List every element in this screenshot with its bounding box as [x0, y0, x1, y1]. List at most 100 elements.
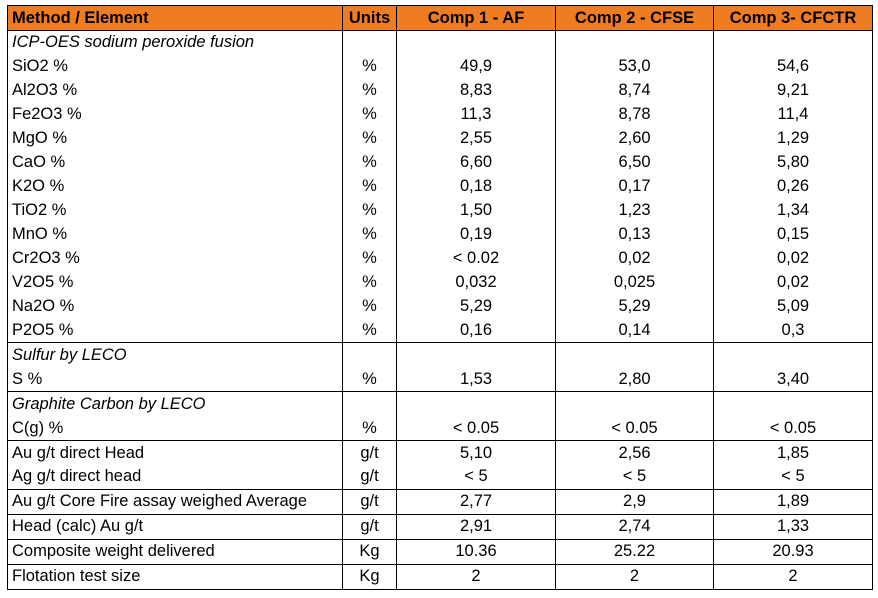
table-row: Composite weight delivered Kg 10.36 25.22 20… — [7, 538, 873, 565]
comp-1-value: 5,10 — [396, 440, 556, 465]
section-row: Graphite Carbon by LECO — [7, 391, 873, 417]
element-label: K2O % — [7, 174, 343, 199]
assay-results-table: Method / Element Units Comp 1 - AF Comp … — [7, 5, 873, 591]
header-method-element: Method / Element — [7, 5, 343, 31]
element-label: MnO % — [7, 222, 343, 247]
units-cell: % — [342, 78, 397, 103]
comp-2-value: 0,14 — [555, 318, 714, 343]
comp-2-value: 2 — [555, 563, 714, 591]
comp-1-value: 8,83 — [396, 78, 556, 103]
comp-3-value: 0,15 — [713, 222, 873, 247]
comp-3-value: 0,02 — [713, 270, 873, 295]
comp-3-value: 0,02 — [713, 246, 873, 271]
comp-1-value: < 0.02 — [396, 246, 556, 271]
element-label: Al2O3 % — [7, 78, 343, 103]
element-label: S % — [7, 367, 343, 392]
table-row: Head (calc) Au g/t g/t 2,91 2,74 1,33 — [7, 513, 873, 540]
units-cell: % — [342, 54, 397, 79]
units-cell: % — [342, 150, 397, 175]
units-cell: g/t — [342, 513, 397, 540]
element-label: Au g/t Core Fire assay weighed Average — [7, 488, 343, 515]
comp-2-value: 5,29 — [555, 294, 714, 319]
comp-1-value: 10.36 — [396, 538, 556, 565]
comp-2-value: 2,80 — [555, 367, 714, 392]
units-cell — [342, 342, 397, 368]
comp-1-value: 1,53 — [396, 367, 556, 392]
comp-3-value: 20.93 — [713, 538, 873, 565]
comp-3-value: 5,09 — [713, 294, 873, 319]
comp-2-value: 2,60 — [555, 126, 714, 151]
comp-2-value: < 0.05 — [555, 416, 714, 441]
table-row: CaO %% 6,60 6,50 5,80 — [7, 150, 873, 175]
comp-2-value: 8,74 — [555, 78, 714, 103]
comp-1-value: 0,19 — [396, 222, 556, 247]
comp-2-value: 0,02 — [555, 246, 714, 271]
units-cell: g/t — [342, 488, 397, 515]
element-label: Cr2O3 % — [7, 246, 343, 271]
table-row: V2O5 %% 0,032 0,025 0,02 — [7, 270, 873, 295]
table-row: S %% 1,53 2,80 3,40 — [7, 367, 873, 392]
element-label: CaO % — [7, 150, 343, 175]
element-label: MgO % — [7, 126, 343, 151]
comp-2-value: 2,74 — [555, 513, 714, 540]
section-label: Graphite Carbon by LECO — [7, 391, 343, 417]
comp-3-value: 5,80 — [713, 150, 873, 175]
units-cell: % — [342, 416, 397, 441]
comp-3-value: 0,26 — [713, 174, 873, 199]
comp-3-value: 1,29 — [713, 126, 873, 151]
table-row: C(g) %% < 0.05 < 0.05 < 0.05 — [7, 416, 873, 441]
units-cell: % — [342, 102, 397, 127]
comp-3-value: 1,33 — [713, 513, 873, 540]
table-row: K2O %% 0,18 0,17 0,26 — [7, 174, 873, 199]
element-label: V2O5 % — [7, 270, 343, 295]
comp-2-value: 0,17 — [555, 174, 714, 199]
header-row: Method / Element Units Comp 1 - AF Comp … — [7, 5, 873, 31]
section-row: Sulfur by LECO — [7, 342, 873, 368]
element-label: Composite weight delivered — [7, 538, 343, 565]
table-row: Au g/t direct Head g/t 5,10 2,56 1,85 — [7, 440, 873, 465]
element-label: Na2O % — [7, 294, 343, 319]
element-label: Ag g/t direct head — [7, 464, 343, 490]
table-row: MgO %% 2,55 2,60 1,29 — [7, 126, 873, 151]
header-units: Units — [342, 5, 397, 31]
comp-1-value: 0,032 — [396, 270, 556, 295]
units-cell: % — [342, 367, 397, 392]
table-row: MnO %% 0,19 0,13 0,15 — [7, 222, 873, 247]
table-row: Cr2O3 %% < 0.02 0,02 0,02 — [7, 246, 873, 271]
units-cell: g/t — [342, 440, 397, 465]
comp-3-value: 9,21 — [713, 78, 873, 103]
units-cell: % — [342, 174, 397, 199]
comp-1-value: 2,55 — [396, 126, 556, 151]
units-cell: % — [342, 126, 397, 151]
section-row: ICP-OES sodium peroxide fusion — [7, 29, 873, 55]
comp-1-value: 49,9 — [396, 54, 556, 79]
table-row: Flotation test size Kg 2 2 2 — [7, 563, 873, 591]
units-cell: % — [342, 198, 397, 223]
table-row: TiO2 %% 1,50 1,23 1,34 — [7, 198, 873, 223]
comp-2-value: 25.22 — [555, 538, 714, 565]
comp-3-value: 1,89 — [713, 488, 873, 515]
table-row: Ag g/t direct head g/t < 5 < 5 < 5 — [7, 464, 873, 490]
comp-2-value: 1,23 — [555, 198, 714, 223]
comp-2-value: 53,0 — [555, 54, 714, 79]
comp-1-value: 6,60 — [396, 150, 556, 175]
comp-1-value: 2,91 — [396, 513, 556, 540]
value-cell — [713, 391, 873, 417]
units-cell: % — [342, 222, 397, 247]
table-row: SiO2 %% 49,9 53,0 54,6 — [7, 54, 873, 79]
comp-3-value: 0,3 — [713, 318, 873, 343]
header-comp-2: Comp 2 - CFSE — [555, 5, 714, 31]
comp-1-value: < 0.05 — [396, 416, 556, 441]
units-cell: Kg — [342, 563, 397, 591]
comp-3-value: 11,4 — [713, 102, 873, 127]
comp-2-value: 2,56 — [555, 440, 714, 465]
header-comp-3: Comp 3- CFCTR — [713, 5, 873, 31]
comp-1-value: 5,29 — [396, 294, 556, 319]
element-label: Flotation test size — [7, 563, 343, 591]
units-cell — [342, 391, 397, 417]
comp-2-value: 6,50 — [555, 150, 714, 175]
comp-3-value: 1,34 — [713, 198, 873, 223]
element-label: C(g) % — [7, 416, 343, 441]
value-cell — [396, 29, 556, 55]
comp-2-value: 8,78 — [555, 102, 714, 127]
